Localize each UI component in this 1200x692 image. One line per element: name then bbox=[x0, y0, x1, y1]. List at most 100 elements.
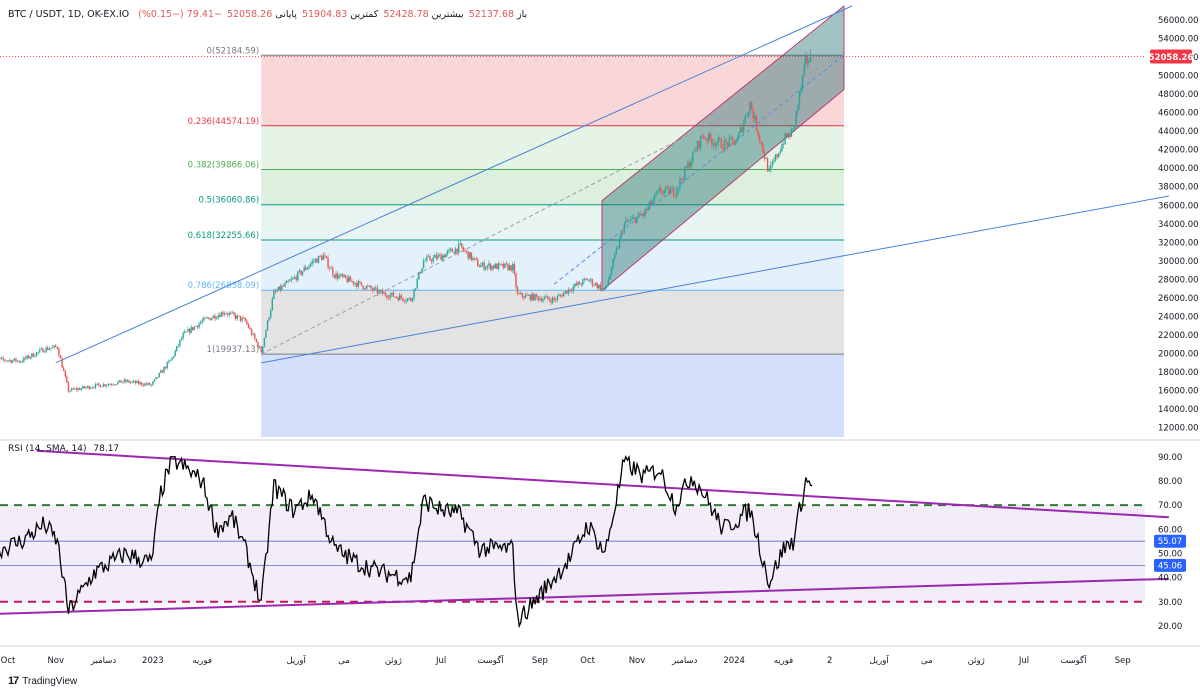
candle bbox=[803, 59, 805, 77]
fib-level-label: 0.236(44574.19) bbox=[188, 117, 260, 127]
candle bbox=[524, 292, 527, 299]
candle bbox=[706, 137, 708, 146]
candle bbox=[598, 284, 600, 291]
price-tick-label: 24000.00 bbox=[1158, 313, 1199, 323]
candle-body bbox=[134, 380, 137, 384]
candle bbox=[254, 332, 256, 341]
candle-body bbox=[75, 388, 78, 390]
candle bbox=[166, 361, 168, 370]
candle-body bbox=[88, 386, 90, 389]
candle-body bbox=[555, 299, 557, 301]
candle bbox=[709, 130, 711, 142]
candle-body bbox=[711, 138, 713, 145]
candle bbox=[29, 356, 31, 360]
candle-body bbox=[319, 255, 321, 257]
candle-body bbox=[712, 143, 715, 145]
candle bbox=[156, 376, 159, 379]
candle bbox=[545, 294, 547, 298]
candle-body bbox=[674, 195, 676, 197]
rsi-trendline[interactable] bbox=[36, 449, 1169, 519]
trend-line[interactable] bbox=[55, 5, 853, 364]
candle-body bbox=[626, 220, 629, 222]
candle-body bbox=[539, 298, 541, 301]
candle bbox=[462, 245, 465, 253]
candle bbox=[263, 337, 266, 348]
candle bbox=[551, 296, 554, 305]
candle-body bbox=[664, 186, 667, 191]
candle bbox=[292, 276, 294, 280]
time-tick-label: Nov bbox=[47, 656, 64, 666]
candle-body bbox=[204, 317, 207, 319]
candle-body bbox=[438, 254, 441, 256]
candle bbox=[477, 257, 479, 267]
candle-body bbox=[53, 345, 55, 348]
candle-body bbox=[434, 255, 436, 258]
candle-body bbox=[102, 384, 105, 387]
rsi-line[interactable] bbox=[0, 454, 813, 629]
trend-line[interactable] bbox=[553, 54, 845, 285]
candle bbox=[308, 264, 310, 271]
footer-brand[interactable]: 17 TradingView bbox=[8, 675, 77, 687]
time-tick-label: آگوست bbox=[1060, 654, 1087, 666]
candle bbox=[449, 247, 452, 253]
rsi-pane[interactable] bbox=[0, 449, 1169, 629]
candle bbox=[470, 252, 473, 262]
candle bbox=[209, 318, 211, 321]
candle-body bbox=[387, 297, 390, 299]
trend-line[interactable] bbox=[261, 195, 1169, 364]
rsi-value: 78.17 bbox=[93, 444, 120, 454]
candle bbox=[322, 252, 324, 260]
candle bbox=[104, 383, 106, 388]
candle-body bbox=[120, 380, 122, 383]
candle-body bbox=[352, 281, 355, 285]
rsi-label[interactable]: RSI (14, SMA, 14) bbox=[8, 444, 87, 454]
candle-body bbox=[532, 293, 535, 301]
candle-body bbox=[295, 277, 297, 281]
time-tick-label: Oct bbox=[1, 656, 16, 666]
candle bbox=[0, 357, 1, 360]
candle-body bbox=[171, 357, 173, 360]
candle-body bbox=[359, 281, 361, 283]
time-tick-label: Sep bbox=[532, 656, 548, 666]
candle bbox=[671, 185, 673, 190]
candle bbox=[652, 197, 654, 205]
candle-body bbox=[62, 367, 65, 372]
candle bbox=[66, 374, 68, 384]
candle bbox=[411, 297, 414, 303]
candle bbox=[43, 350, 46, 353]
candle bbox=[279, 283, 281, 293]
price-pane[interactable]: 0(52184.59) 0.236(44574.19) 0.382(39866.06… bbox=[0, 5, 1169, 437]
candle-body bbox=[386, 295, 388, 298]
time-tick-label: Nov bbox=[629, 656, 646, 666]
candle bbox=[360, 282, 363, 286]
candle-body bbox=[56, 346, 59, 349]
candle bbox=[348, 275, 350, 283]
candle bbox=[738, 131, 740, 140]
candle bbox=[757, 128, 759, 140]
candle bbox=[790, 127, 793, 137]
candle-body bbox=[669, 189, 672, 195]
candle-body bbox=[90, 387, 92, 389]
last-price-badge bbox=[1150, 49, 1192, 64]
candle-body bbox=[150, 384, 152, 386]
candle-body bbox=[520, 292, 522, 295]
candle bbox=[270, 308, 272, 320]
candle bbox=[553, 295, 555, 302]
candle-body bbox=[645, 209, 648, 211]
rsi-trendline[interactable] bbox=[0, 577, 1169, 615]
candle bbox=[10, 359, 12, 364]
candle-body bbox=[481, 262, 484, 266]
candle bbox=[528, 293, 530, 296]
candle-body bbox=[464, 250, 466, 252]
candle bbox=[12, 359, 14, 364]
candle bbox=[314, 257, 317, 264]
candle bbox=[7, 359, 9, 364]
candle-body bbox=[4, 359, 6, 361]
candle bbox=[317, 255, 320, 264]
candle bbox=[328, 266, 331, 272]
candle bbox=[115, 384, 117, 386]
candle-body bbox=[239, 316, 242, 321]
candle bbox=[795, 110, 797, 129]
symbol-title[interactable]: BTC / USDT, 1D, OK-EX.IO bbox=[8, 9, 130, 20]
